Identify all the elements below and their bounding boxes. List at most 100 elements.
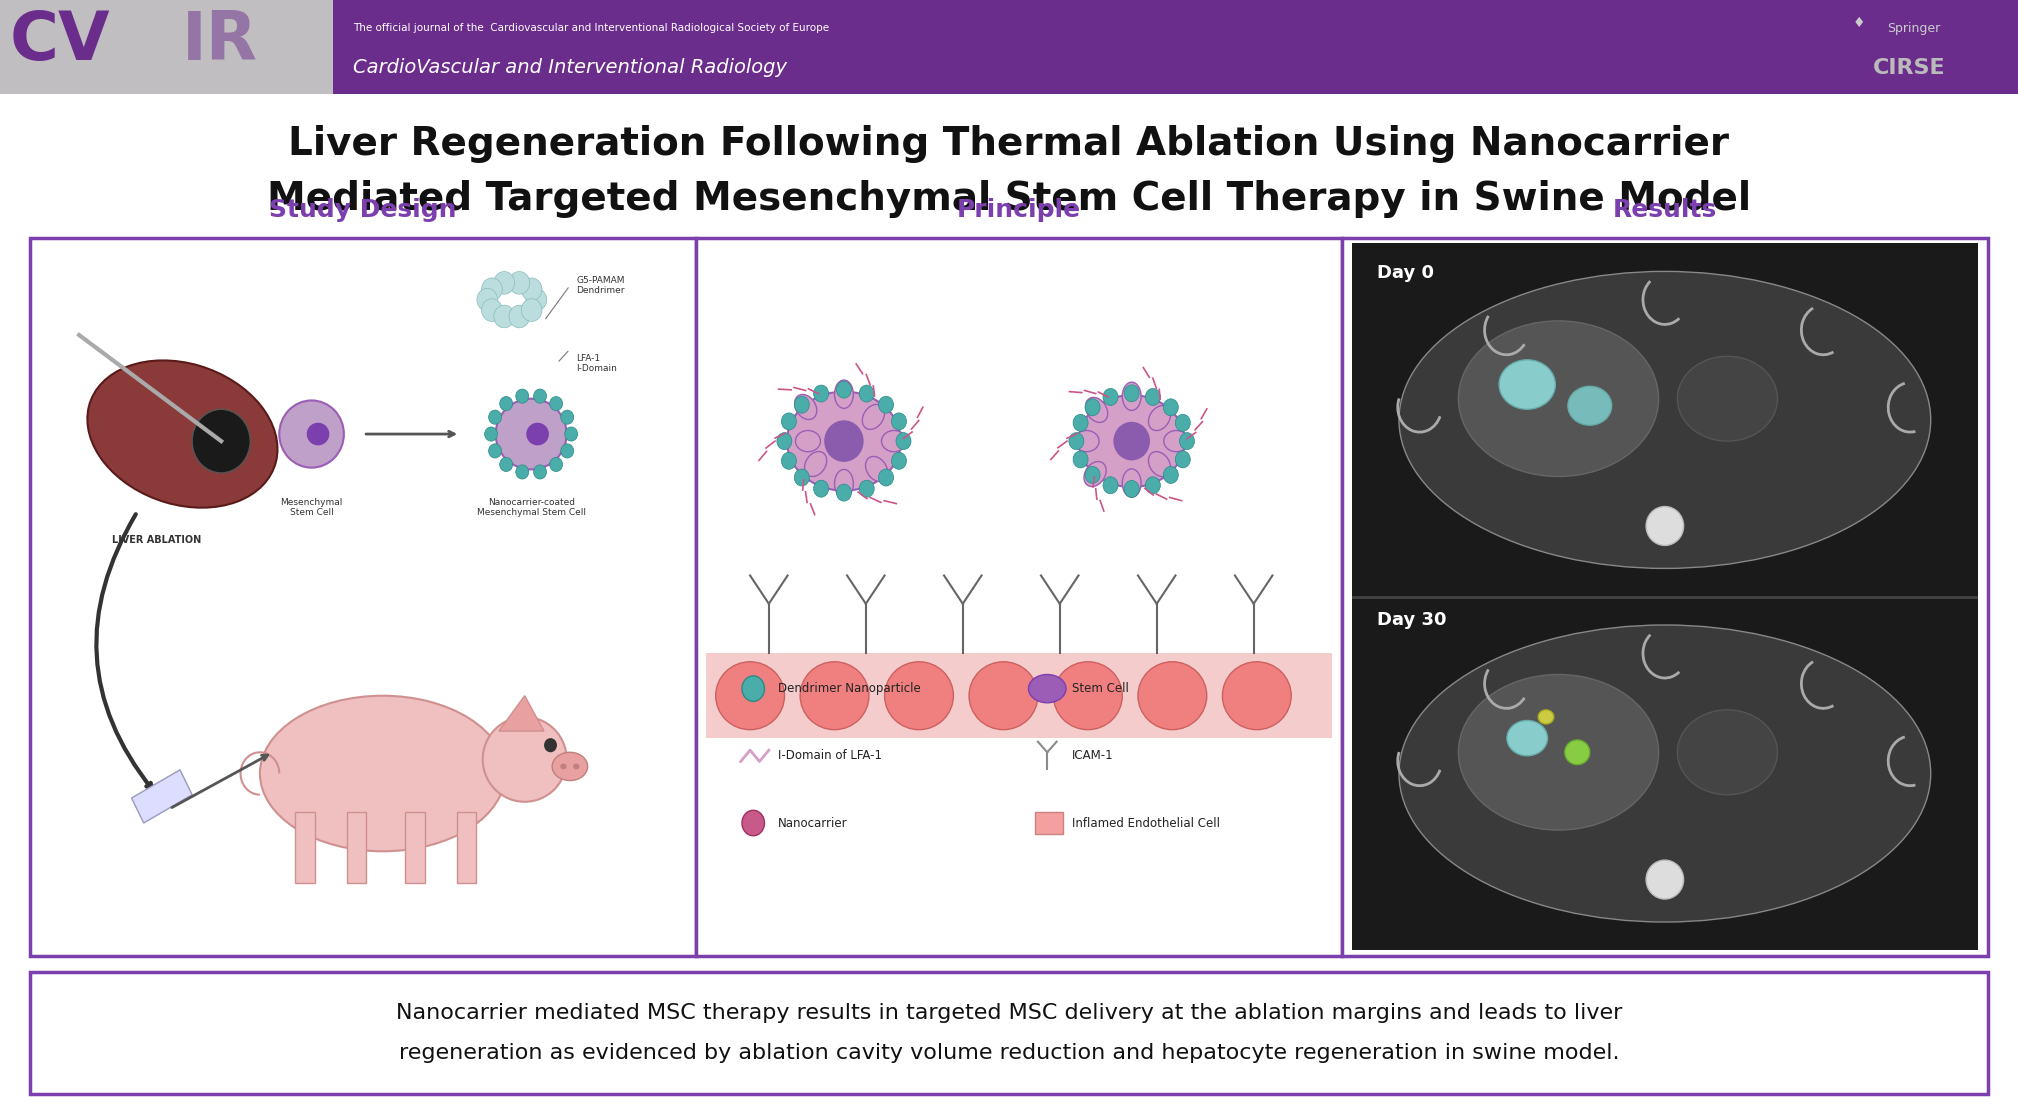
Ellipse shape — [1086, 398, 1108, 422]
FancyBboxPatch shape — [696, 238, 1342, 956]
Circle shape — [1174, 414, 1191, 431]
Ellipse shape — [1114, 422, 1150, 461]
Text: G5-PAMAM
Dendrimer: G5-PAMAM Dendrimer — [577, 276, 626, 295]
Ellipse shape — [1564, 740, 1590, 765]
Text: ICAM-1: ICAM-1 — [1072, 749, 1114, 762]
Text: Results: Results — [1612, 198, 1717, 222]
Ellipse shape — [278, 400, 343, 467]
Bar — [1352, 597, 1978, 950]
Circle shape — [860, 481, 874, 497]
Ellipse shape — [862, 404, 884, 430]
Text: Day 30: Day 30 — [1376, 611, 1447, 629]
Ellipse shape — [1074, 431, 1100, 452]
Text: CardioVascular and Interventional Radiology: CardioVascular and Interventional Radiol… — [353, 59, 787, 77]
Circle shape — [1124, 481, 1140, 497]
Circle shape — [521, 278, 543, 301]
Circle shape — [494, 305, 515, 328]
Ellipse shape — [835, 380, 854, 409]
Circle shape — [1104, 389, 1118, 406]
Circle shape — [565, 427, 577, 441]
Ellipse shape — [573, 764, 579, 769]
Circle shape — [488, 444, 502, 457]
Circle shape — [482, 278, 502, 301]
Bar — [1352, 243, 1978, 597]
Text: Day 0: Day 0 — [1376, 264, 1435, 282]
Ellipse shape — [527, 423, 549, 445]
Circle shape — [878, 397, 894, 413]
Circle shape — [1174, 451, 1191, 467]
Circle shape — [509, 305, 529, 328]
Ellipse shape — [307, 423, 329, 445]
Bar — [131, 770, 192, 823]
FancyBboxPatch shape — [30, 972, 1988, 1094]
Ellipse shape — [1677, 356, 1778, 441]
Circle shape — [1162, 399, 1179, 415]
Circle shape — [482, 298, 502, 322]
Ellipse shape — [260, 696, 504, 851]
Circle shape — [533, 389, 547, 403]
Circle shape — [1146, 476, 1160, 494]
Text: Springer: Springer — [1887, 22, 1939, 34]
Circle shape — [484, 427, 498, 441]
Text: Nanocarrier-coated
Mesenchymal Stem Cell: Nanocarrier-coated Mesenchymal Stem Cell — [476, 497, 585, 517]
Ellipse shape — [787, 391, 900, 491]
Circle shape — [781, 452, 797, 470]
Bar — [0, 0, 333, 94]
Bar — [347, 812, 367, 883]
Text: LFA-1
I-Domain: LFA-1 I-Domain — [577, 354, 618, 373]
Text: ♦: ♦ — [1853, 17, 1865, 31]
Ellipse shape — [1223, 662, 1292, 729]
Ellipse shape — [1029, 674, 1066, 703]
Text: CIRSE: CIRSE — [1873, 57, 1945, 77]
Text: Inflamed Endothelial Cell: Inflamed Endothelial Cell — [1072, 817, 1221, 830]
Ellipse shape — [1677, 709, 1778, 794]
Ellipse shape — [1053, 662, 1122, 729]
Bar — [0, 0, 2018, 94]
Circle shape — [892, 413, 906, 430]
Ellipse shape — [561, 764, 567, 769]
Circle shape — [1162, 466, 1179, 483]
Text: regeneration as evidenced by ablation cavity volume reduction and hepatocyte reg: regeneration as evidenced by ablation ca… — [400, 1043, 1618, 1063]
Text: Nanocarrier mediated MSC therapy results in targeted MSC delivery at the ablatio: Nanocarrier mediated MSC therapy results… — [396, 1003, 1622, 1023]
Text: Stem Cell: Stem Cell — [1072, 682, 1130, 695]
Ellipse shape — [799, 662, 870, 729]
Circle shape — [777, 433, 791, 450]
Circle shape — [896, 433, 910, 450]
Text: Nanocarrier: Nanocarrier — [779, 817, 848, 830]
Ellipse shape — [1459, 674, 1659, 830]
Circle shape — [813, 481, 829, 497]
Ellipse shape — [1148, 406, 1170, 431]
Circle shape — [860, 385, 874, 402]
Ellipse shape — [1122, 382, 1140, 410]
Ellipse shape — [1647, 860, 1683, 899]
Circle shape — [500, 457, 513, 472]
Circle shape — [1074, 414, 1088, 431]
Circle shape — [1086, 466, 1100, 483]
Text: The official journal of the  Cardiovascular and Interventional Radiological Soci: The official journal of the Cardiovascul… — [353, 23, 829, 33]
Circle shape — [1124, 385, 1140, 402]
Polygon shape — [498, 696, 545, 732]
Circle shape — [549, 457, 563, 472]
Circle shape — [781, 413, 797, 430]
Circle shape — [878, 469, 894, 486]
Ellipse shape — [1164, 431, 1189, 452]
Text: Mesenchymal
Stem Cell: Mesenchymal Stem Cell — [281, 497, 343, 517]
Ellipse shape — [1459, 320, 1659, 476]
Circle shape — [743, 810, 765, 835]
FancyBboxPatch shape — [1342, 238, 1988, 956]
Circle shape — [1146, 389, 1160, 406]
Ellipse shape — [795, 394, 817, 420]
Ellipse shape — [884, 662, 952, 729]
Text: LIVER ABLATION: LIVER ABLATION — [111, 535, 202, 545]
Circle shape — [545, 738, 557, 753]
Ellipse shape — [1538, 709, 1554, 724]
Circle shape — [835, 484, 852, 501]
Circle shape — [476, 288, 498, 311]
Circle shape — [892, 452, 906, 470]
Ellipse shape — [1568, 387, 1612, 425]
Circle shape — [1074, 451, 1088, 467]
Ellipse shape — [87, 360, 276, 507]
Circle shape — [517, 389, 529, 403]
Text: Principle: Principle — [957, 198, 1082, 222]
Circle shape — [521, 298, 543, 322]
